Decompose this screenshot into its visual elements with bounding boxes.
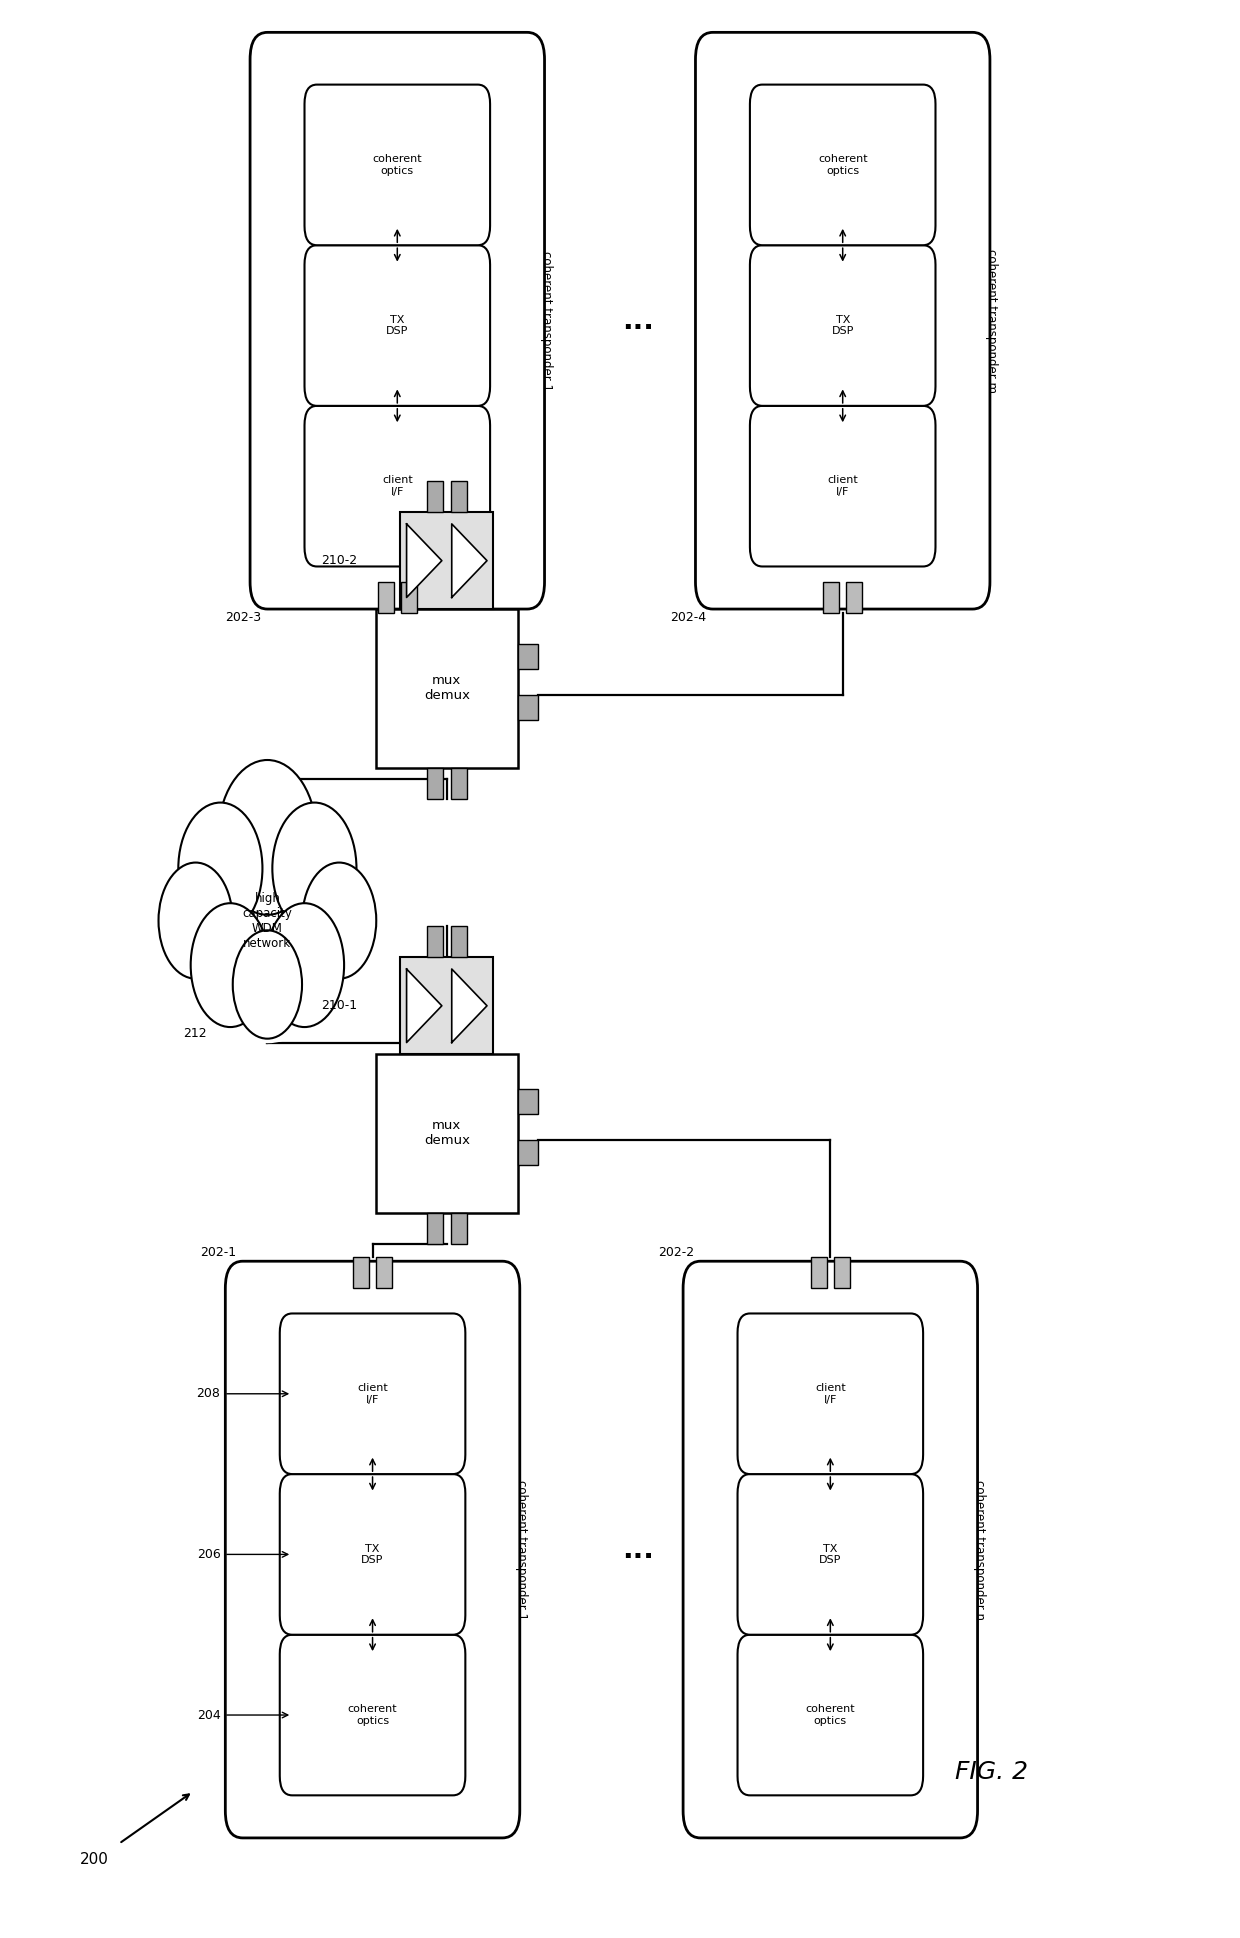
- Bar: [518, 696, 538, 721]
- Polygon shape: [407, 523, 441, 597]
- Text: coherent
optics: coherent optics: [347, 1704, 397, 1727]
- Text: coherent transponder n: coherent transponder n: [972, 1479, 986, 1620]
- Bar: [401, 581, 417, 612]
- FancyBboxPatch shape: [280, 1636, 465, 1795]
- Bar: [811, 1258, 827, 1289]
- Text: coherent
optics: coherent optics: [372, 155, 422, 176]
- Bar: [518, 1140, 538, 1165]
- Circle shape: [179, 802, 263, 934]
- FancyBboxPatch shape: [738, 1636, 923, 1795]
- FancyBboxPatch shape: [305, 246, 490, 405]
- Text: TX
DSP: TX DSP: [820, 1543, 842, 1566]
- Circle shape: [273, 802, 356, 934]
- Text: coherent
optics: coherent optics: [806, 1704, 856, 1727]
- FancyBboxPatch shape: [750, 85, 935, 246]
- Text: 204: 204: [197, 1709, 221, 1721]
- Circle shape: [191, 903, 270, 1027]
- Bar: [376, 1258, 392, 1289]
- Text: 210-2: 210-2: [321, 554, 357, 568]
- FancyBboxPatch shape: [305, 85, 490, 246]
- Text: 202-2: 202-2: [658, 1246, 694, 1260]
- Text: coherent transponder 1: coherent transponder 1: [539, 250, 553, 391]
- Text: TX
DSP: TX DSP: [832, 314, 854, 337]
- Text: ...: ...: [622, 1535, 655, 1564]
- Circle shape: [233, 930, 303, 1039]
- Circle shape: [265, 903, 343, 1027]
- FancyBboxPatch shape: [305, 405, 490, 566]
- Polygon shape: [451, 523, 487, 597]
- Text: 202-4: 202-4: [671, 610, 707, 624]
- Bar: [376, 609, 518, 767]
- FancyBboxPatch shape: [250, 33, 544, 609]
- Bar: [352, 1258, 368, 1289]
- FancyBboxPatch shape: [696, 33, 990, 609]
- Bar: [401, 512, 494, 609]
- Bar: [847, 581, 863, 612]
- FancyBboxPatch shape: [738, 1475, 923, 1636]
- FancyBboxPatch shape: [738, 1314, 923, 1475]
- Circle shape: [303, 862, 376, 979]
- Bar: [450, 1213, 466, 1244]
- Bar: [427, 481, 443, 512]
- Text: coherent transponder 1: coherent transponder 1: [515, 1479, 528, 1620]
- Text: mux
demux: mux demux: [424, 1120, 470, 1147]
- Text: FIG. 2: FIG. 2: [955, 1760, 1028, 1785]
- Polygon shape: [451, 969, 487, 1043]
- Bar: [823, 581, 839, 612]
- Text: TX
DSP: TX DSP: [361, 1543, 383, 1566]
- Text: high
capacity
WDM
network: high capacity WDM network: [243, 891, 293, 950]
- FancyBboxPatch shape: [750, 405, 935, 566]
- Text: mux
demux: mux demux: [424, 674, 470, 702]
- Bar: [401, 957, 494, 1054]
- Text: client
I/F: client I/F: [827, 475, 858, 496]
- Bar: [427, 1213, 443, 1244]
- Circle shape: [184, 779, 351, 1043]
- Text: 210-1: 210-1: [321, 1000, 357, 1012]
- Text: 202-3: 202-3: [226, 610, 262, 624]
- Text: client
I/F: client I/F: [815, 1384, 846, 1405]
- Bar: [427, 767, 443, 798]
- Bar: [450, 926, 466, 957]
- Text: 206: 206: [197, 1548, 221, 1560]
- Text: 208: 208: [196, 1388, 221, 1401]
- Circle shape: [218, 760, 317, 915]
- Bar: [450, 767, 466, 798]
- Bar: [377, 581, 393, 612]
- Bar: [376, 1054, 518, 1213]
- Text: client
I/F: client I/F: [382, 475, 413, 496]
- FancyBboxPatch shape: [280, 1314, 465, 1475]
- FancyBboxPatch shape: [280, 1475, 465, 1636]
- Bar: [427, 926, 443, 957]
- Polygon shape: [407, 969, 441, 1043]
- Bar: [835, 1258, 851, 1289]
- FancyBboxPatch shape: [683, 1262, 977, 1837]
- Text: coherent
optics: coherent optics: [818, 155, 868, 176]
- FancyBboxPatch shape: [750, 246, 935, 405]
- Bar: [518, 1089, 538, 1114]
- Bar: [518, 643, 538, 669]
- Text: coherent transponder m: coherent transponder m: [985, 248, 998, 393]
- Circle shape: [159, 862, 233, 979]
- Text: client
I/F: client I/F: [357, 1384, 388, 1405]
- Text: 212: 212: [184, 1027, 207, 1041]
- Bar: [450, 481, 466, 512]
- Text: ...: ...: [622, 306, 655, 335]
- Text: TX
DSP: TX DSP: [386, 314, 408, 337]
- Text: 202-1: 202-1: [201, 1246, 237, 1260]
- FancyBboxPatch shape: [226, 1262, 520, 1837]
- Text: 200: 200: [79, 1851, 109, 1866]
